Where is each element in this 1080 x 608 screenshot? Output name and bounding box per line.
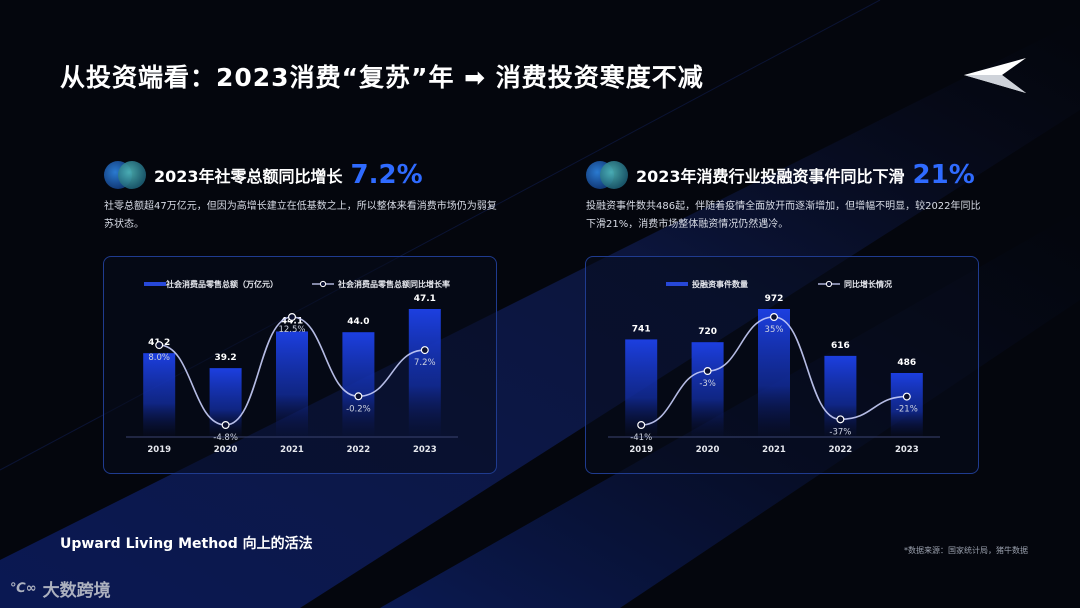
right-description: 投融资事件数共486起，伴随着疫情全面放开而逐渐增加，但增幅不明显，较2022年…: [586, 201, 981, 230]
line-value-label: 12.5%: [278, 325, 305, 335]
x-tick-label: 2020: [696, 445, 720, 455]
x-tick-label: 2019: [147, 445, 171, 455]
line-point-2023: [420, 346, 429, 355]
bar-value-label: 972: [765, 294, 784, 304]
brand-mark: ℃∞: [10, 581, 37, 596]
bar-value-label: 47.1: [414, 294, 436, 304]
bar-2019: [625, 339, 658, 437]
bar-value-label: 44.0: [347, 317, 369, 327]
chart-legend: 社会消费品零售总额（万亿元） 社会消费品零售总额同比增长率: [144, 279, 450, 289]
legend-label-line: 社会消费品零售总额同比增长率: [337, 279, 450, 289]
line-value-label: 7.2%: [414, 358, 436, 368]
bar-2021: [276, 331, 308, 437]
left-chart-panel: 社会消费品零售总额（万亿元）社会消费品零售总额同比增长率41.2201939.2…: [103, 256, 497, 474]
bubble-icon: [586, 161, 630, 189]
right-section-heading: 2023年消费行业投融资事件同比下滑 21%: [586, 160, 975, 190]
x-tick-label: 2019: [629, 445, 653, 455]
left-section-heading: 2023年社零总额同比增长 7.2%: [104, 160, 423, 190]
legend-label-bars: 社会消费品零售总额（万亿元）: [165, 279, 278, 289]
line-value-label: -0.2%: [346, 404, 371, 414]
line-point-2020: [221, 421, 230, 430]
retail-sales-chart: 社会消费品零售总额（万亿元）社会消费品零售总额同比增长率41.2201939.2…: [126, 279, 458, 455]
arrow-logo-icon: [964, 58, 1026, 93]
left-heading-text: 2023年社零总额同比增长: [154, 167, 343, 186]
x-tick-label: 2021: [280, 445, 304, 455]
legend-swatch-bars: [666, 282, 688, 286]
bar-value-label: 39.2: [214, 353, 236, 363]
line-point-2019: [637, 421, 646, 430]
right-heading-text: 2023年消费行业投融资事件同比下滑: [636, 167, 905, 186]
right-chart-panel: 投融资事件数量 同比增长情况 741 2019 720 2020 972 2021 616 202…: [585, 256, 979, 474]
line-point-2022: [354, 392, 363, 401]
line-point-2020: [703, 366, 712, 375]
page-title: 从投资端看：2023消费“复苏”年 ➡ 消费投资寒度不减: [60, 63, 704, 92]
x-tick-label: 2023: [895, 445, 919, 455]
left-description: 社零总额超47万亿元，但因为高增长建立在低基数之上，所以整体来看消费市场仍为弱复…: [104, 201, 497, 230]
line-point-2019: [155, 341, 164, 350]
bar-2022: [342, 332, 375, 437]
bubble-icon: [104, 161, 148, 189]
x-tick-label: 2020: [214, 445, 238, 455]
line-value-label: 35%: [765, 325, 784, 335]
line-point-2021: [288, 312, 297, 321]
legend-label-bars: 投融资事件数量: [692, 279, 748, 289]
brand-logo: ℃∞ 大数跨境: [10, 576, 111, 601]
line-point-2023: [902, 392, 911, 401]
bar-value-label: 486: [897, 358, 916, 368]
line-value-label: -3%: [699, 379, 716, 389]
chart-legend: 投融资事件数量 同比增长情况: [666, 279, 892, 289]
bar-2022: [824, 355, 857, 437]
legend-marker: [319, 280, 327, 288]
line-value-label: -21%: [896, 405, 918, 415]
line-value-label: -4.8%: [213, 433, 238, 443]
line-value-label: -37%: [829, 427, 851, 437]
left-highlight: 7.2%: [350, 160, 423, 190]
bar-2023: [890, 373, 923, 437]
line-point-2022: [836, 415, 845, 424]
footer-tagline: Upward Living Method 向上的活法: [60, 536, 313, 552]
bar-value-label: 616: [831, 341, 850, 351]
x-tick-label: 2021: [762, 445, 786, 455]
legend-label-line: 同比增长情况: [844, 279, 892, 289]
line-value-label: 8.0%: [148, 353, 170, 363]
bar-2019: [143, 353, 176, 437]
right-highlight: 21%: [912, 160, 975, 190]
brand-name: 大数跨境: [42, 581, 111, 601]
data-source-note: *数据来源：国家统计局，猪牛数据: [904, 546, 1028, 555]
bar-value-label: 741: [632, 324, 651, 334]
bar-2021: [758, 309, 790, 437]
investment-events-chart: 投融资事件数量 同比增长情况 741 2019 720 2020 972 2021 616 202…: [608, 279, 940, 455]
bar-2020: [691, 342, 724, 437]
bar-value-label: 44.1: [281, 316, 303, 326]
line-point-2021: [770, 312, 779, 321]
bar-value-label: 720: [698, 327, 717, 337]
x-tick-label: 2022: [347, 445, 371, 455]
legend-swatch-bars: [144, 282, 166, 286]
legend-marker: [825, 280, 833, 288]
line-value-label: -41%: [630, 433, 652, 443]
x-tick-label: 2023: [413, 445, 437, 455]
x-tick-label: 2022: [829, 445, 853, 455]
bar-2023: [408, 309, 441, 437]
